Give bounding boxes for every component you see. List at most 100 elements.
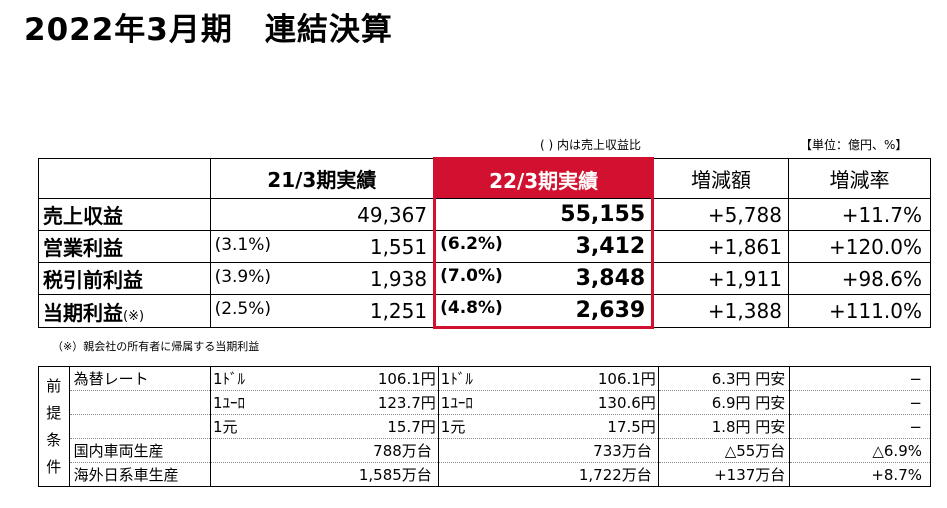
page-title: 2022年3月期 連結決算: [24, 12, 393, 48]
row-item-label: 税引前利益: [43, 268, 143, 292]
production-rate: +8.7%: [789, 462, 931, 487]
fx-change: 1.8円 円安: [657, 414, 791, 439]
table-row: 売上収益 49,367 55,155 +5,788 +11.7%: [38, 198, 932, 231]
production-label: 海外日系車生産: [68, 462, 212, 487]
footnote: （※）親会社の所有者に帰属する当期利益: [52, 340, 260, 353]
row-prev: (3.9%) 1,938: [209, 262, 436, 295]
fx-prev-value: 123.7円: [377, 394, 436, 412]
table-row: 税引前利益 (3.9%) 1,938 (7.0%) 3,848 +1,911 +98…: [38, 262, 932, 295]
fx-currency: 1ﾄﾞﾙ: [213, 370, 246, 388]
table-header-row: 21/3期実績 22/3期実績 増減額 増減率: [38, 157, 932, 199]
row-item: 当期利益(※): [38, 294, 211, 328]
row-prev: (3.1%) 1,551: [209, 230, 436, 263]
header-rate: 増減率: [787, 158, 932, 199]
assumption-row: 1ﾕｰﾛ 123.7円 1ﾕｰﾛ 130.6円 6.9円 円安 −: [39, 390, 931, 415]
row-rate: +98.6%: [787, 262, 932, 295]
row-prev-value: 49,367: [357, 202, 428, 227]
row-prev-value: 1,251: [369, 299, 428, 323]
row-item-label: 売上収益: [43, 204, 123, 228]
fx-rate: −: [789, 366, 931, 391]
row-rate: +11.7%: [787, 198, 932, 231]
row-cur-value: 3,412: [575, 234, 646, 259]
fx-currency: 1元: [213, 418, 238, 436]
assumptions-label-char: 条: [46, 430, 62, 449]
assumptions-label-char: 前: [46, 376, 62, 395]
header-change: 増減額: [652, 158, 789, 199]
assumption-row: 海外日系車生産 1,585万台 1,722万台 +137万台 +8.7%: [39, 462, 931, 487]
fx-change: 6.9円 円安: [657, 390, 791, 415]
fx-cur-value: 17.5円: [607, 418, 656, 436]
fx-currency: 1ﾕｰﾛ: [440, 394, 473, 412]
fx-prev-value: 106.1円: [377, 370, 436, 388]
header-prev: 21/3期実績: [209, 158, 436, 199]
assumption-row: 前 提 条 件 為替レート 1ﾄﾞﾙ 106.1円 1ﾄﾞﾙ 106.1円 6.3円…: [38, 366, 931, 487]
production-cur: 733万台: [437, 438, 659, 463]
fx-currency: 1元: [440, 418, 466, 436]
assumptions-table: 前 提 条 件 為替レート 1ﾄﾞﾙ 106.1円 1ﾄﾞﾙ 106.1円 6.3円…: [38, 366, 931, 487]
fx-label-blank: [68, 390, 212, 415]
row-cur-pct: (6.2%): [440, 234, 503, 254]
assumptions-label: 前 提 条 件: [38, 366, 70, 487]
row-rate: +111.0%: [787, 294, 932, 328]
production-change: +137万台: [657, 462, 791, 487]
fx-label-blank: [68, 414, 212, 439]
assumptions-label-char: 提: [46, 403, 62, 422]
fx-prev: 1元 15.7円: [210, 414, 439, 439]
production-prev: 1,585万台: [210, 462, 439, 487]
fx-prev: 1ﾄﾞﾙ 106.1円: [210, 366, 439, 391]
header-blank: [38, 158, 211, 199]
assumption-row: 1元 15.7円 1元 17.5円 1.8円 円安 −: [39, 414, 931, 439]
table-row: 当期利益(※) (2.5%) 1,251 (4.8%) 2,639 +1,388 +…: [38, 294, 932, 329]
row-item-label: 営業利益: [43, 236, 123, 260]
row-change: +1,388: [652, 294, 789, 328]
row-change: +5,788: [652, 198, 789, 231]
fx-cur-value: 106.1円: [597, 370, 656, 388]
row-cur: (7.0%) 3,848: [433, 262, 655, 295]
fx-rate: −: [789, 390, 931, 415]
row-prev: (2.5%) 1,251: [209, 294, 436, 328]
row-prev: 49,367: [209, 198, 436, 231]
row-cur-pct: (7.0%): [440, 266, 503, 286]
fx-cur: 1ﾕｰﾛ 130.6円: [437, 390, 659, 415]
table-row: 営業利益 (3.1%) 1,551 (6.2%) 3,412 +1,861 +120…: [38, 230, 932, 263]
row-prev-value: 1,938: [369, 266, 428, 291]
production-label: 国内車両生産: [68, 438, 212, 463]
row-change: +1,861: [652, 230, 789, 263]
row-cur: (6.2%) 3,412: [433, 230, 655, 263]
row-item-label: 当期利益: [43, 300, 123, 325]
row-item: 税引前利益: [38, 262, 211, 295]
assumptions-label-char: 件: [46, 457, 62, 476]
fx-prev-value: 15.7円: [387, 418, 436, 436]
row-rate: +120.0%: [787, 230, 932, 263]
header-cur: 22/3期実績: [433, 157, 655, 199]
fx-change: 6.3円 円安: [657, 366, 791, 391]
row-cur: 55,155: [433, 198, 655, 231]
unit-note: 【単位：億円、%】: [800, 138, 908, 152]
production-cur: 1,722万台: [437, 462, 659, 487]
row-prev-pct: (3.9%): [214, 266, 272, 287]
row-cur-value: 2,639: [575, 298, 646, 323]
fx-currency: 1ﾄﾞﾙ: [440, 370, 473, 388]
row-cur-pct: (4.8%): [440, 298, 503, 318]
production-prev: 788万台: [210, 438, 439, 463]
fx-cur: 1ﾄﾞﾙ 106.1円: [437, 366, 659, 391]
row-cur: (4.8%) 2,639: [433, 294, 655, 329]
fx-prev: 1ﾕｰﾛ 123.7円: [210, 390, 439, 415]
fx-currency: 1ﾕｰﾛ: [213, 394, 246, 412]
fx-cur-value: 130.6円: [597, 394, 656, 412]
row-prev-pct: (2.5%): [214, 299, 272, 319]
ratio-note: ( ) 内は売上収益比: [540, 138, 641, 152]
row-prev-value: 1,551: [369, 234, 428, 259]
fx-cur: 1元 17.5円: [437, 414, 659, 439]
production-change: △55万台: [657, 438, 791, 463]
production-rate: △6.9%: [789, 438, 931, 463]
row-change: +1,911: [652, 262, 789, 295]
row-prev-pct: (3.1%): [214, 234, 272, 255]
row-cur-value: 55,155: [560, 202, 646, 227]
results-table: 21/3期実績 22/3期実績 増減額 増減率 売上収益 49,367 55,1…: [38, 157, 932, 329]
row-item-suffix: (※): [123, 308, 145, 324]
fx-rate: −: [789, 414, 931, 439]
row-item: 営業利益: [38, 230, 211, 263]
assumption-row: 国内車両生産 788万台 733万台 △55万台 △6.9%: [39, 438, 931, 463]
row-cur-value: 3,848: [575, 266, 646, 291]
